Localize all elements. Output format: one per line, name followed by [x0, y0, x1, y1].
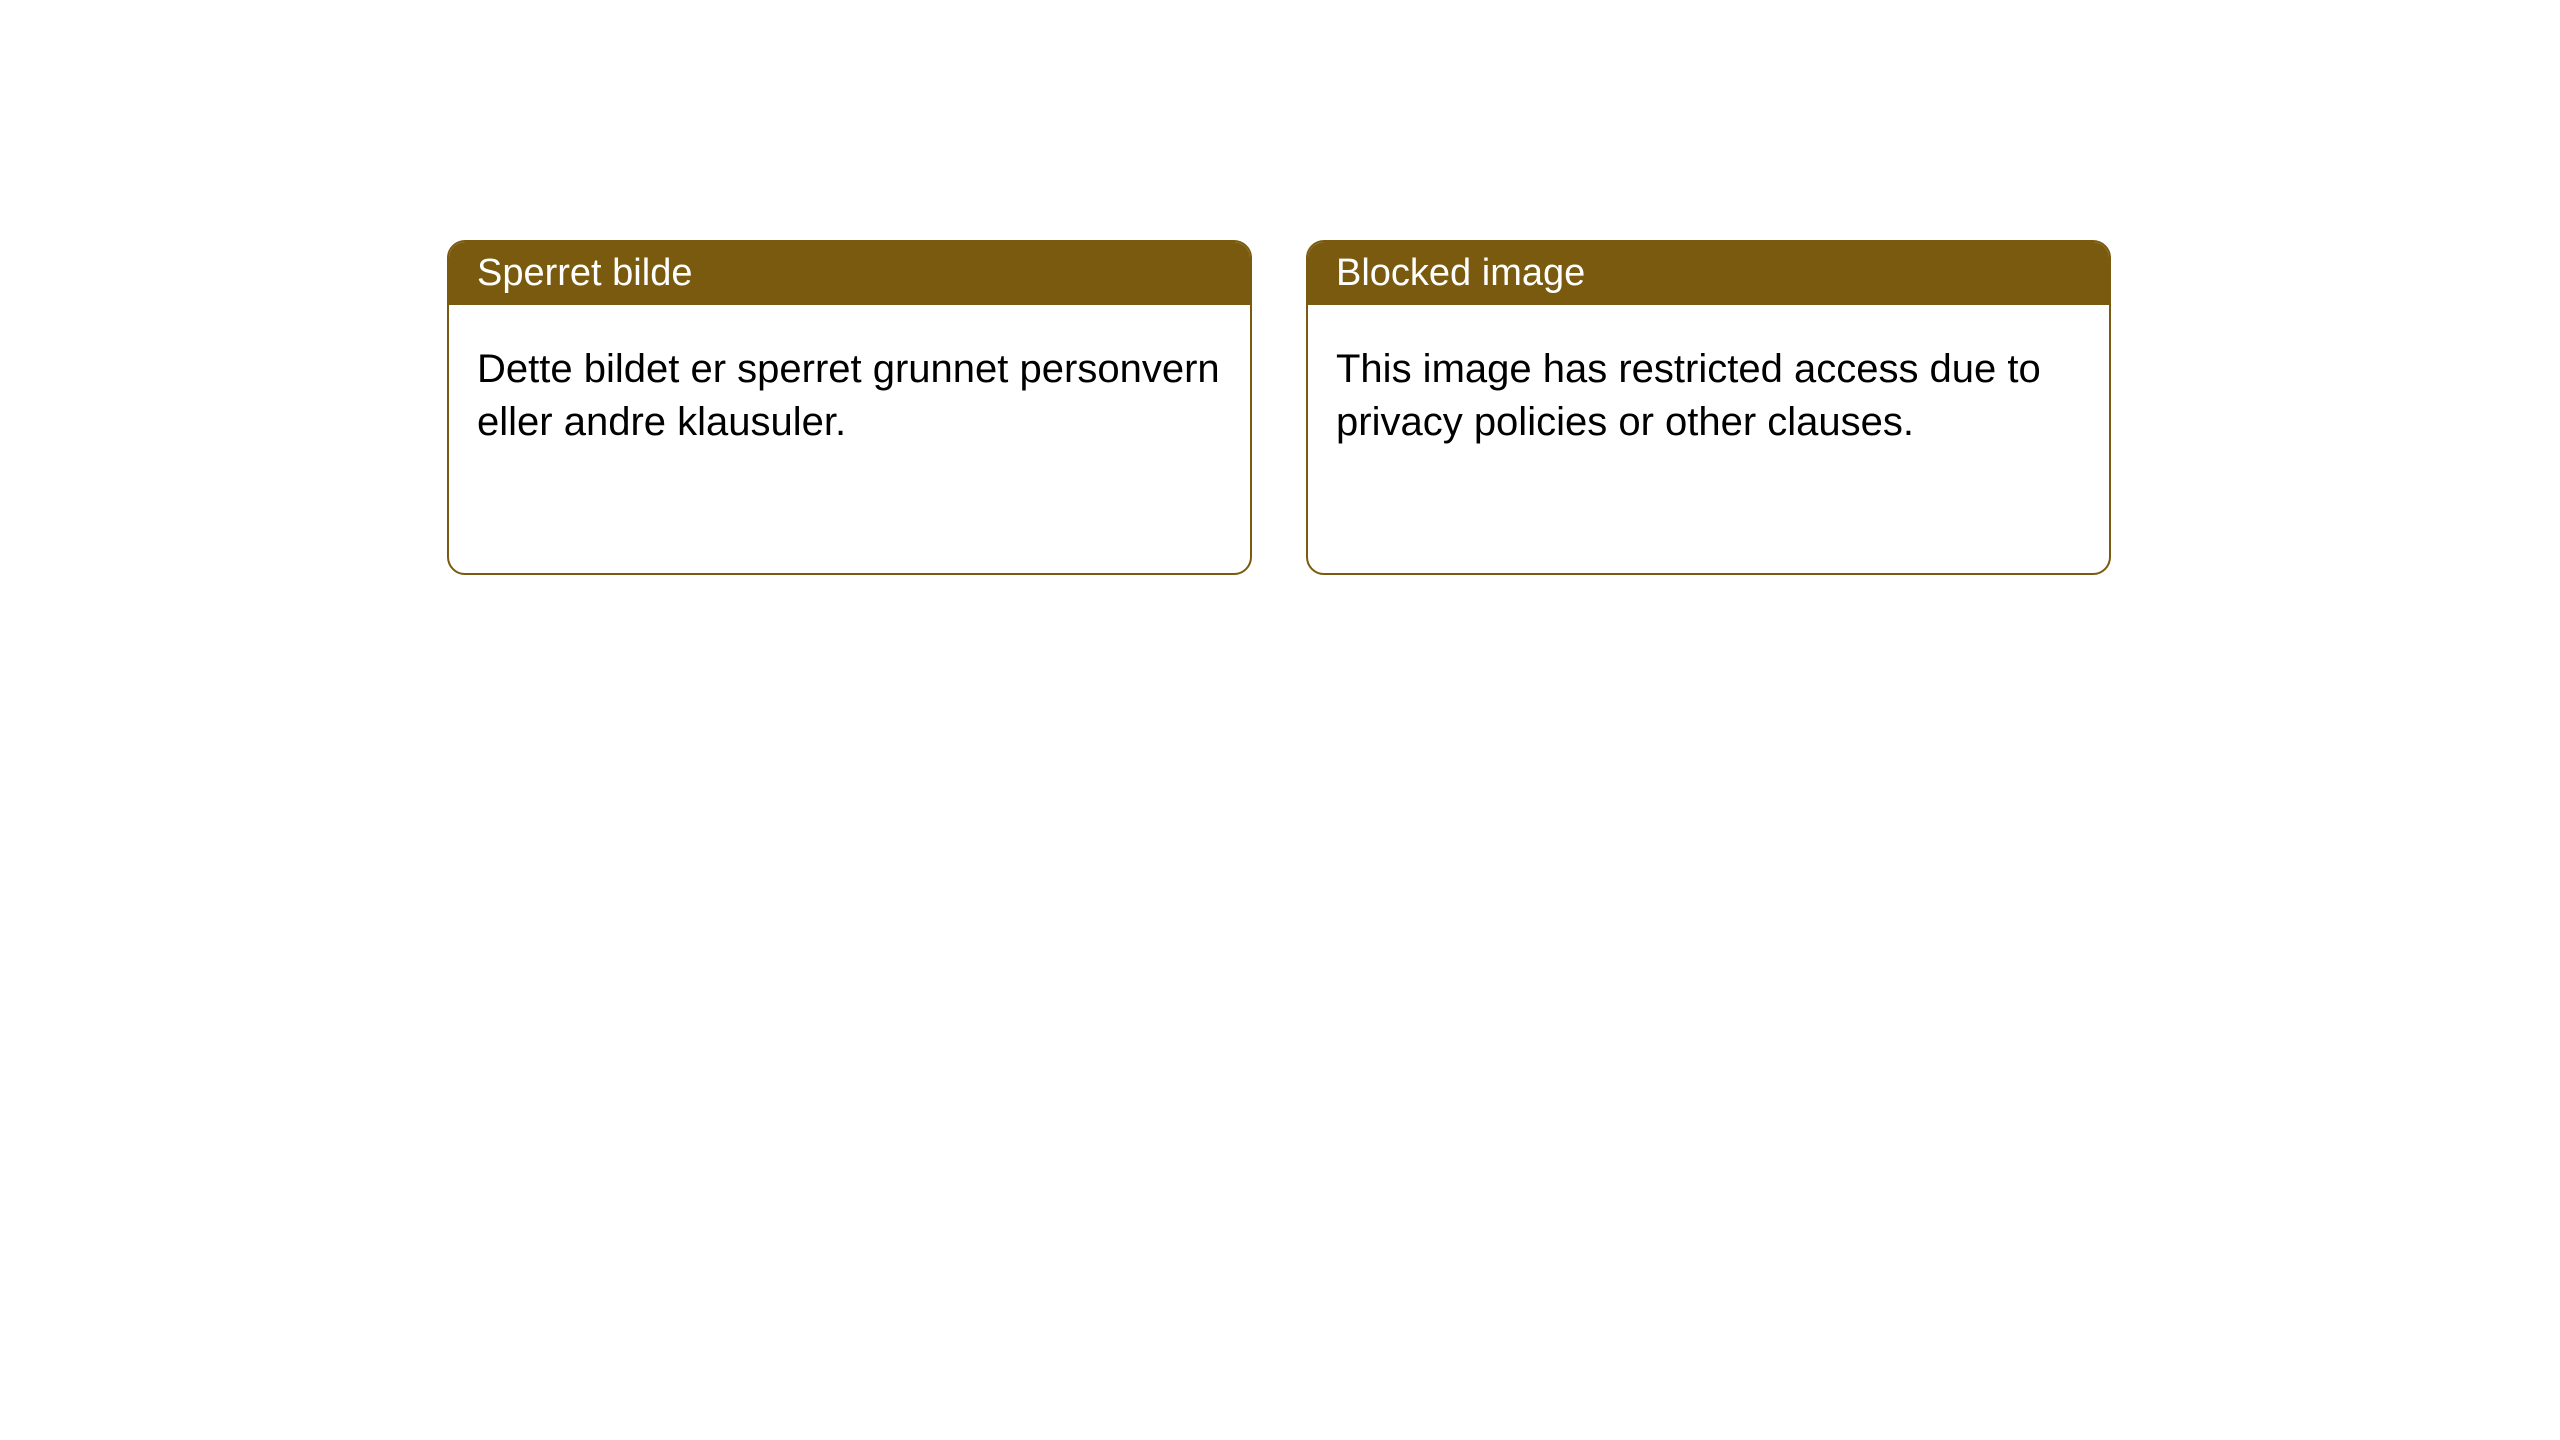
notice-body-english: This image has restricted access due to … [1308, 305, 2109, 487]
notice-box-norwegian: Sperret bilde Dette bildet er sperret gr… [447, 240, 1252, 575]
notice-body-norwegian: Dette bildet er sperret grunnet personve… [449, 305, 1250, 487]
notice-title-norwegian: Sperret bilde [449, 242, 1250, 305]
notice-box-english: Blocked image This image has restricted … [1306, 240, 2111, 575]
notice-title-english: Blocked image [1308, 242, 2109, 305]
notice-container: Sperret bilde Dette bildet er sperret gr… [447, 240, 2111, 575]
